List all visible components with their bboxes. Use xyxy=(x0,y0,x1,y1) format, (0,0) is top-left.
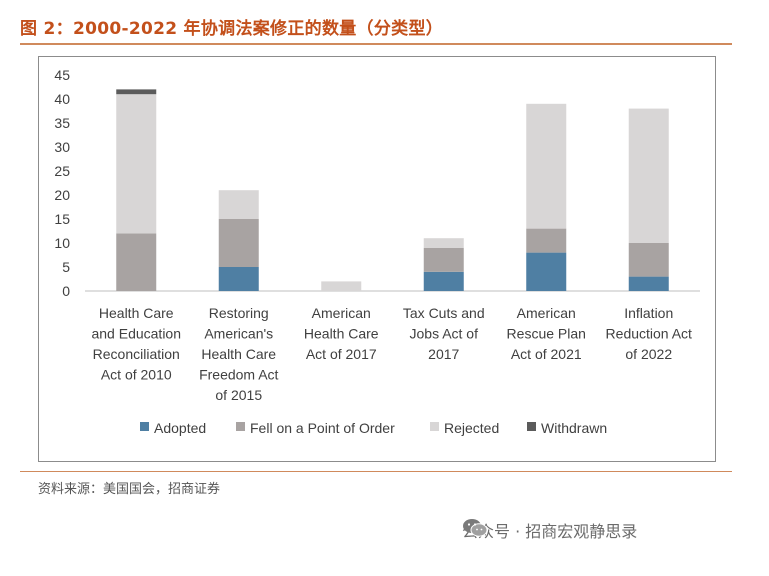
source-note: 资料来源：美国国会，招商证券 xyxy=(38,482,221,497)
bar-segment xyxy=(526,103,567,229)
bar-segment xyxy=(526,252,567,291)
legend-label: Adopted xyxy=(154,420,206,436)
figure-title: 图 2：2000-2022 年协调法案修正的数量（分类型） xyxy=(20,19,444,39)
legend-swatch xyxy=(430,422,439,431)
bar-segment xyxy=(423,271,464,291)
x-tick-label: American Rescue Plan Act of 2021 xyxy=(507,305,586,362)
bar-segment xyxy=(628,108,669,243)
bar-segment xyxy=(218,219,259,267)
x-tick-label: Health Care and Education Reconciliation Ac… xyxy=(91,305,181,383)
y-tick-label: 40 xyxy=(54,91,70,107)
watermark: 公众号 · 招商宏观静思录 xyxy=(462,518,637,542)
bar-segment xyxy=(218,267,259,291)
y-tick-label: 35 xyxy=(54,115,70,131)
bar-segment xyxy=(218,190,259,219)
y-tick-label: 15 xyxy=(54,211,70,227)
x-tick-label: Tax Cuts and Jobs Act of 2017 xyxy=(403,305,485,362)
x-tick-label: Inflation Reduction Act of 2022 xyxy=(606,305,692,362)
bar-segment xyxy=(116,89,157,95)
source-rule xyxy=(20,471,732,472)
legend-label: Withdrawn xyxy=(541,420,607,436)
bar-segment xyxy=(628,276,669,291)
y-tick-label: 20 xyxy=(54,187,70,203)
bar-segment xyxy=(116,94,157,234)
x-tick-label: American Health Care Act of 2017 xyxy=(304,305,379,362)
legend-label: Rejected xyxy=(444,420,499,436)
bar-segment xyxy=(321,281,362,291)
x-tick-label: Restoring American's Health Care Freedom Ac… xyxy=(199,305,278,403)
bar-segment xyxy=(423,247,464,272)
bar-segment xyxy=(423,238,464,248)
legend-swatch xyxy=(140,422,149,431)
y-tick-label: 25 xyxy=(54,163,70,179)
legend-label: Fell on a Point of Order xyxy=(250,420,395,436)
y-tick-label: 10 xyxy=(54,235,70,251)
legend-swatch xyxy=(527,422,536,431)
y-tick-label: 30 xyxy=(54,139,70,155)
wechat-icon xyxy=(463,519,488,537)
bar-segment xyxy=(526,228,567,253)
bar-segment xyxy=(628,243,669,277)
bar-segment xyxy=(116,233,157,291)
y-tick-label: 5 xyxy=(62,259,70,275)
watermark-text: 公众号 · 招商宏观静思录 xyxy=(462,522,638,541)
title-rule xyxy=(20,43,732,45)
y-tick-label: 45 xyxy=(54,67,70,83)
y-tick-label: 0 xyxy=(62,283,70,299)
legend-swatch xyxy=(236,422,245,431)
